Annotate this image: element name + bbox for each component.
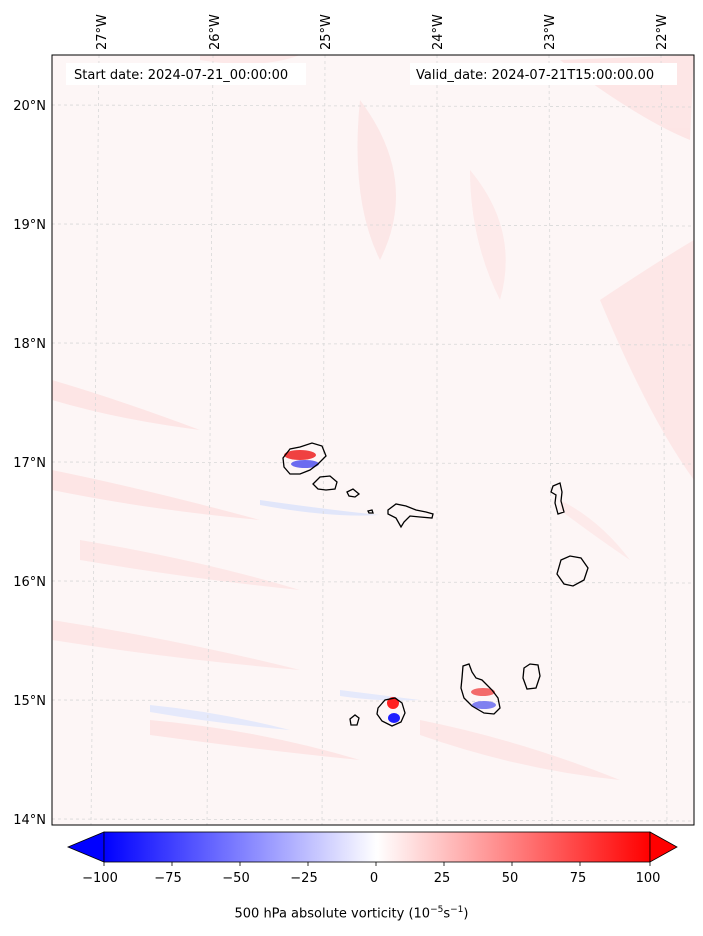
island-fogo [376, 697, 406, 727]
lat-label-15n: 15°N [13, 694, 46, 709]
colorbar-tick-label: 75 [570, 871, 587, 886]
colorbar-tick-label: 100 [636, 871, 661, 886]
colorbar-title-prefix: 500 hPa absolute vorticity (10 [234, 906, 431, 922]
colorbar-tick-label: −50 [222, 871, 249, 886]
island-vorticity [284, 450, 496, 723]
colorbar-title: 500 hPa absolute vorticity (10−5s−1) [0, 905, 703, 921]
island-santa-luzia [346, 488, 361, 498]
island-boa-vista [556, 555, 589, 587]
lat-label-19n: 19°N [13, 218, 46, 233]
lat-label-16n: 16°N [13, 575, 46, 590]
lon-label-25w: 25°W [319, 14, 334, 50]
island-brava [349, 714, 360, 726]
lon-label-24w: 24°W [431, 14, 446, 50]
colorbar-tick-label: −25 [290, 871, 317, 886]
gridlines [52, 55, 694, 825]
lon-label-22w: 22°W [655, 14, 670, 50]
valid-date-text: Valid_date: 2024-07-21T15:00:00.00 [416, 68, 654, 83]
colorbar-extend-min [66, 831, 105, 863]
island-santo-antao [282, 442, 327, 475]
lat-label-17n: 17°N [13, 456, 46, 471]
coastlines [282, 442, 589, 727]
colorbar-tick-label: −100 [82, 871, 118, 886]
island-maio [522, 663, 541, 690]
colorbar-tick-label: 25 [434, 871, 451, 886]
map-frame [51, 54, 695, 826]
colorbar-tick-label: −75 [154, 871, 181, 886]
colorbar-title-mid: s [443, 906, 451, 922]
start-date-box [66, 63, 306, 85]
lon-label-27w: 27°W [95, 14, 110, 50]
latitude-labels: 20°N 19°N 18°N 17°N 16°N 15°N 14°N [13, 99, 46, 828]
lat-label-18n: 18°N [13, 337, 46, 352]
colorbar-title-exp1: −5 [430, 905, 444, 915]
colorbar-title-suffix: ) [463, 906, 469, 922]
start-date-text: Start date: 2024-07-21_00:00:00 [74, 68, 288, 83]
lat-label-14n: 14°N [13, 813, 46, 828]
colorbar-tick-label: 50 [502, 871, 519, 886]
island-sao-vicente [312, 475, 338, 491]
colorbar: −100 −75 −50 −25 0 25 50 75 100 [66, 831, 678, 886]
island-branco [367, 509, 374, 514]
colorbar-tick-label: 0 [370, 871, 378, 886]
island-sao-nicolau [387, 503, 434, 529]
lon-label-23w: 23°W [543, 14, 558, 50]
lon-label-26w: 26°W [208, 14, 223, 50]
island-santiago [460, 663, 501, 715]
colorbar-gradient [103, 831, 651, 863]
colorbar-extend-max [649, 831, 678, 863]
lat-label-20n: 20°N [13, 99, 46, 114]
colorbar-title-exp2: −1 [450, 905, 464, 915]
vorticity-field [52, 55, 694, 780]
island-sal [550, 482, 565, 515]
valid-date-box [410, 63, 677, 85]
longitude-labels: 27°W 26°W 25°W 24°W 23°W 22°W [95, 14, 670, 50]
